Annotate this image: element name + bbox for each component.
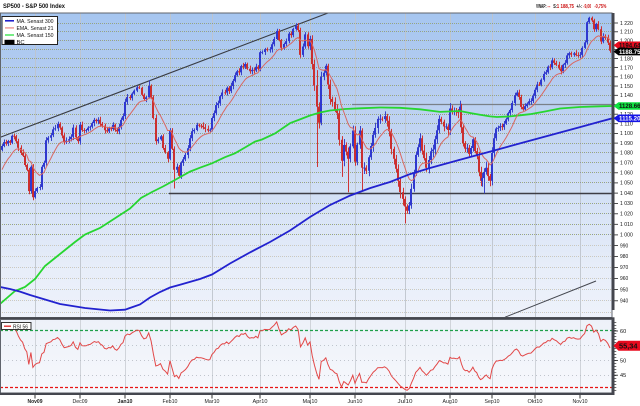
svg-text:Jul10: Jul10 bbox=[398, 399, 413, 405]
svg-text:Nov10: Nov10 bbox=[573, 399, 588, 405]
svg-text:Nov09: Nov09 bbox=[28, 399, 43, 405]
svg-text:1 170: 1 170 bbox=[620, 65, 633, 71]
svg-text:1128.66: 1128.66 bbox=[619, 104, 640, 110]
svg-text:1 090: 1 090 bbox=[620, 141, 633, 147]
svg-text:950: 950 bbox=[620, 287, 628, 293]
svg-text:Aug10: Aug10 bbox=[443, 399, 458, 405]
svg-text:1115.20: 1115.20 bbox=[619, 117, 640, 123]
svg-text:1 040: 1 040 bbox=[620, 191, 633, 197]
svg-text:1 210: 1 210 bbox=[620, 30, 633, 36]
svg-text:1 220: 1 220 bbox=[620, 21, 633, 27]
svg-text:1 000: 1 000 bbox=[620, 233, 633, 239]
svg-text:Mar10: Mar10 bbox=[205, 399, 220, 405]
svg-text:SP500 - S&P 500 Index: SP500 - S&P 500 Index bbox=[3, 3, 65, 10]
svg-text:55,34: 55,34 bbox=[619, 342, 638, 351]
svg-text:VWAP:: VWAP: bbox=[536, 4, 547, 10]
svg-text:1 050: 1 050 bbox=[620, 181, 633, 187]
svg-text:1 010: 1 010 bbox=[620, 222, 633, 228]
svg-text:1 020: 1 020 bbox=[620, 212, 633, 218]
svg-text:1 188,75: 1 188,75 bbox=[557, 4, 574, 10]
svg-text:Maj10: Maj10 bbox=[303, 399, 318, 405]
svg-text:EMA. Senast 21: EMA. Senast 21 bbox=[17, 26, 54, 32]
svg-text:1 140: 1 140 bbox=[620, 93, 633, 99]
svg-text:60: 60 bbox=[620, 329, 626, 335]
svg-text:1188.75: 1188.75 bbox=[619, 50, 640, 56]
svg-text:50: 50 bbox=[620, 358, 626, 364]
svg-text:-0,75%: -0,75% bbox=[594, 4, 606, 10]
svg-text:1 180: 1 180 bbox=[620, 56, 633, 62]
svg-text:Apr10: Apr10 bbox=[253, 399, 268, 405]
svg-text:1 200: 1 200 bbox=[620, 38, 633, 44]
svg-text:-9,00: -9,00 bbox=[583, 4, 591, 10]
svg-text:BC: BC bbox=[17, 40, 26, 46]
svg-text:RSI 56: RSI 56 bbox=[13, 324, 28, 330]
svg-text:S:: S: bbox=[553, 4, 557, 10]
svg-text:Dec09: Dec09 bbox=[73, 399, 88, 405]
svg-text:1 150: 1 150 bbox=[620, 84, 633, 90]
svg-text:MA. Senast 150: MA. Senast 150 bbox=[17, 33, 54, 39]
svg-text:1 030: 1 030 bbox=[620, 201, 633, 207]
svg-text:1 110: 1 110 bbox=[620, 122, 633, 128]
svg-text:1 060: 1 060 bbox=[620, 171, 633, 177]
svg-text:Jan10: Jan10 bbox=[118, 399, 133, 405]
svg-text:1 080: 1 080 bbox=[620, 151, 633, 157]
svg-text:Jun10: Jun10 bbox=[348, 399, 363, 405]
svg-text:Okt10: Okt10 bbox=[528, 399, 543, 405]
svg-text:980: 980 bbox=[620, 254, 628, 260]
svg-text:--: -- bbox=[547, 4, 550, 10]
svg-text:1 160: 1 160 bbox=[620, 75, 633, 81]
svg-text:Feb10: Feb10 bbox=[163, 399, 178, 405]
svg-text:970: 970 bbox=[620, 265, 628, 271]
svg-text:+/-:: +/-: bbox=[576, 4, 582, 10]
svg-text:990: 990 bbox=[620, 243, 628, 249]
svg-text:45: 45 bbox=[620, 373, 626, 379]
svg-text:940: 940 bbox=[620, 299, 628, 305]
svg-text:1 100: 1 100 bbox=[620, 131, 633, 137]
svg-text:1 070: 1 070 bbox=[620, 161, 633, 167]
svg-text:Sep10: Sep10 bbox=[485, 399, 500, 405]
svg-text:1194.64: 1194.64 bbox=[619, 44, 640, 50]
svg-text:960: 960 bbox=[620, 276, 628, 282]
svg-text:MA. Senast 300: MA. Senast 300 bbox=[17, 19, 54, 25]
